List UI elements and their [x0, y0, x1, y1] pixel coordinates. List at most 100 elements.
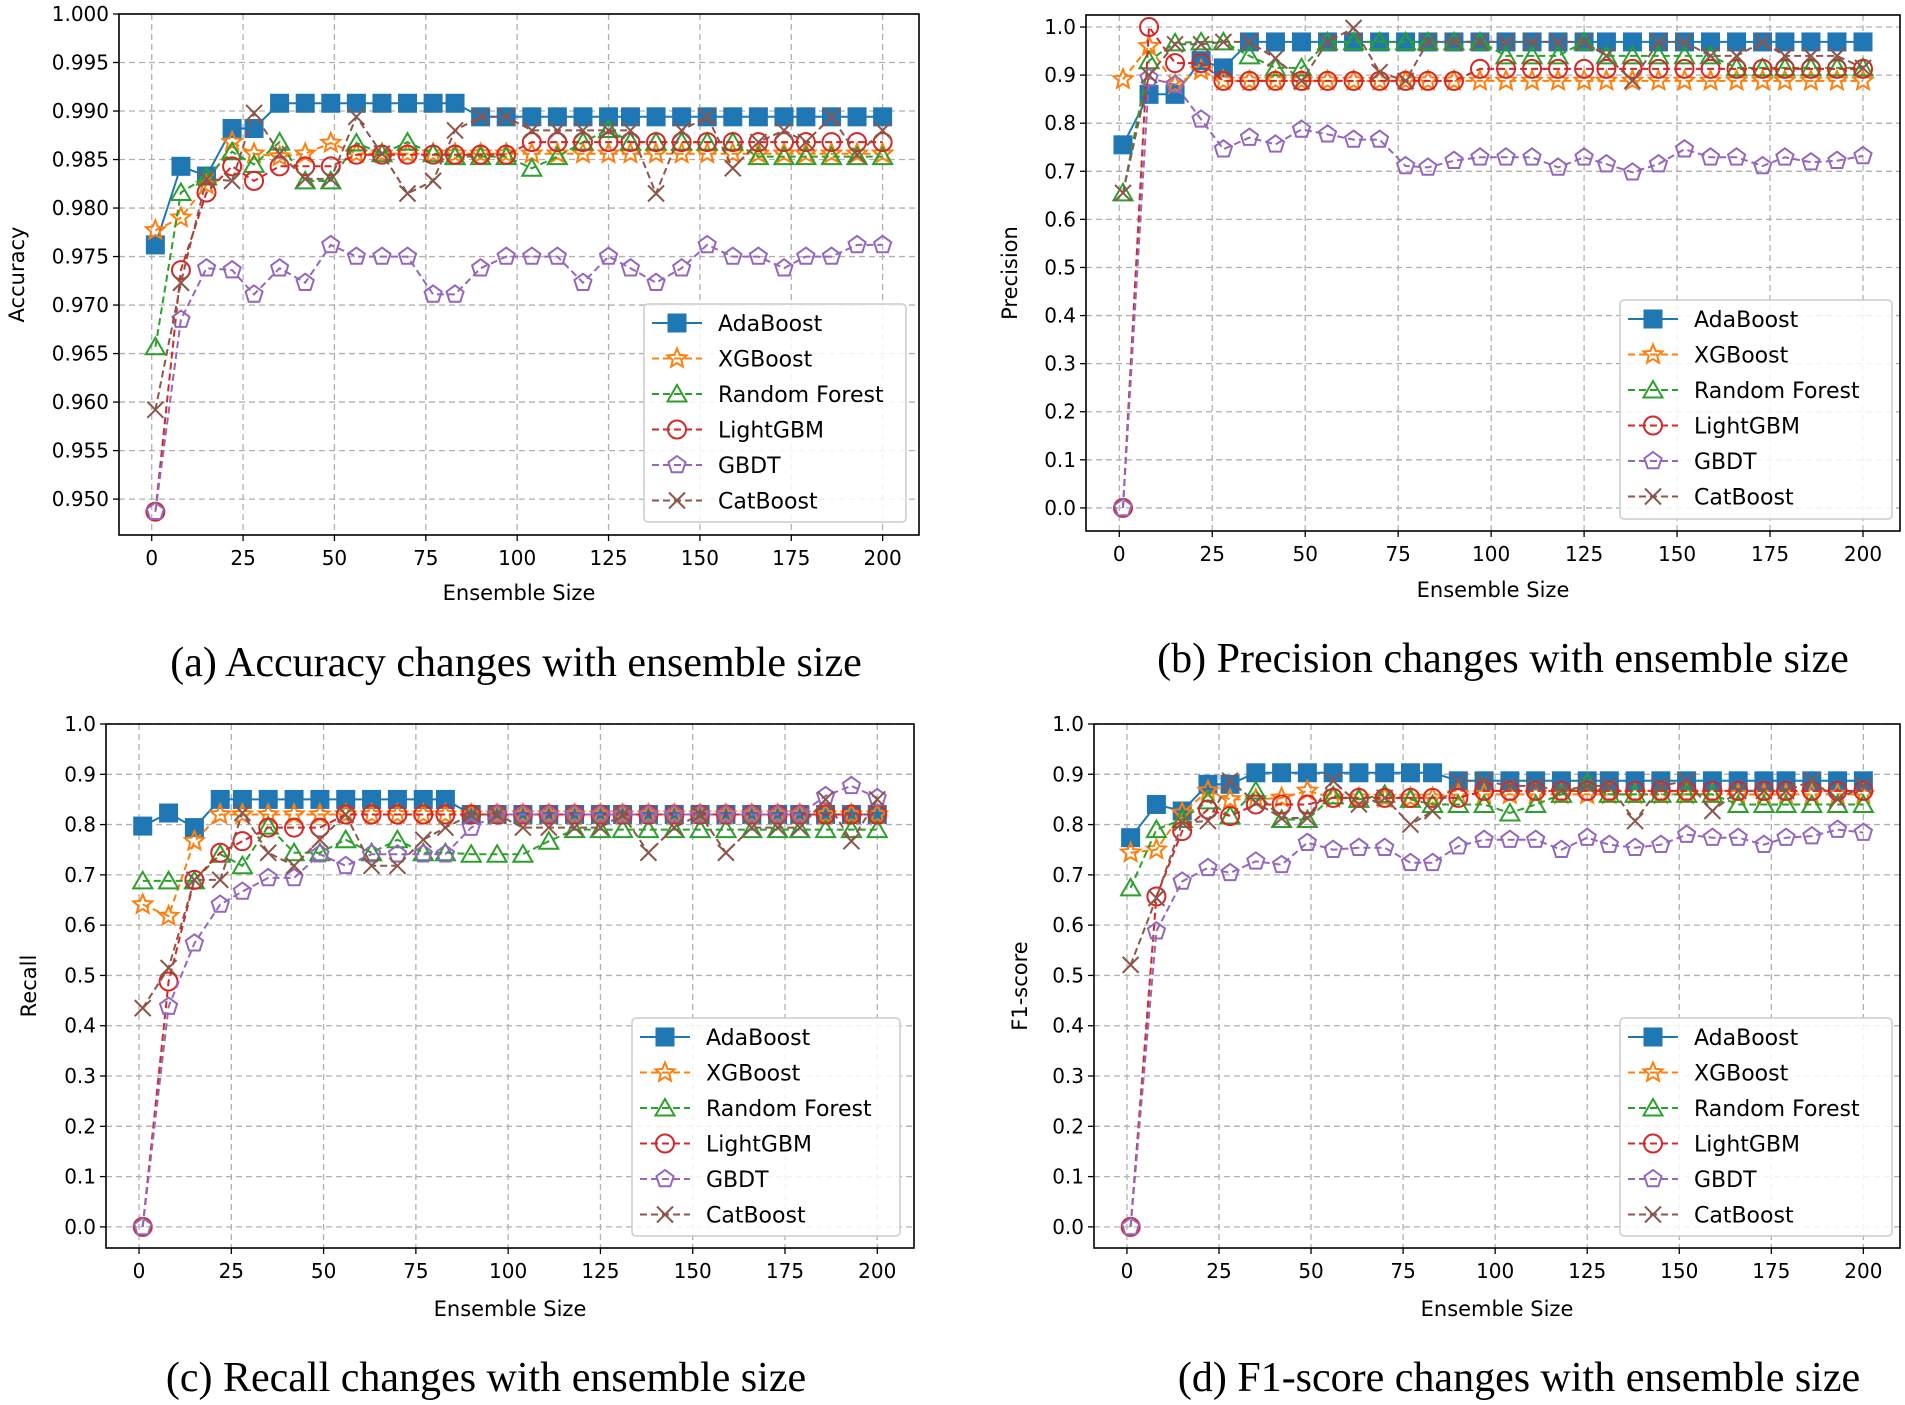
- legend-label: LightGBM: [1694, 1133, 1800, 1158]
- data-point: [471, 108, 490, 126]
- data-point: [1524, 793, 1547, 813]
- x-tick-label: 100: [489, 1259, 527, 1283]
- y-tick-label: 0.5: [1052, 963, 1084, 987]
- x-axis-label: Ensemble Size: [1421, 1297, 1574, 1321]
- data-point: [1775, 147, 1795, 166]
- x-tick-label: 75: [413, 546, 438, 570]
- y-tick-label: 0.0: [64, 1215, 96, 1239]
- x-stroke: [1247, 793, 1265, 812]
- data-point: [130, 891, 155, 915]
- data-point: [1572, 68, 1597, 92]
- data-point: [159, 803, 179, 823]
- x-stroke: [698, 108, 716, 126]
- data-point: [1472, 793, 1496, 813]
- legend-marker-icon: [653, 1059, 677, 1083]
- data-point: [1621, 44, 1644, 65]
- data-point: [1114, 184, 1132, 202]
- data-point: [1398, 785, 1423, 809]
- data-point: [1113, 497, 1133, 517]
- data-point: [1828, 790, 1847, 809]
- data-point: [1191, 109, 1211, 128]
- data-point: [285, 857, 303, 875]
- x-tick-label: 100: [1472, 542, 1510, 566]
- data-point: [1853, 145, 1873, 165]
- data-point: [1324, 772, 1342, 790]
- data-point: [1271, 794, 1292, 815]
- x-stroke: [414, 830, 432, 849]
- data-point: [867, 787, 887, 807]
- data-point: [1549, 33, 1567, 51]
- legend-label: AdaBoost: [1694, 308, 1799, 333]
- data-point: [256, 815, 280, 835]
- data-point: [423, 144, 444, 165]
- data-point: [1751, 56, 1774, 77]
- data-point: [413, 843, 433, 863]
- data-point: [1265, 134, 1286, 153]
- x-stroke: [1644, 1205, 1662, 1224]
- data-point: [1550, 783, 1573, 803]
- grid: [106, 723, 914, 1248]
- data-point: [548, 121, 567, 140]
- x-stroke: [1401, 815, 1420, 834]
- data-point: [1828, 47, 1846, 65]
- series-random-forest: [1111, 30, 1875, 202]
- legend-item: Random Forest: [1628, 378, 1860, 404]
- legend-item: AdaBoost: [1628, 308, 1799, 333]
- data-point: [1727, 47, 1746, 65]
- data-point: [1265, 32, 1285, 52]
- data-point: [790, 804, 810, 823]
- legend-item: Random Forest: [1628, 1096, 1860, 1122]
- x-stroke: [816, 790, 835, 809]
- x-stroke: [446, 121, 464, 140]
- legend-label: GBDT: [1694, 1168, 1757, 1193]
- data-point: [485, 843, 509, 863]
- y-tick-label: 0.6: [1052, 913, 1084, 937]
- data-point: [1548, 58, 1569, 79]
- data-point: [563, 818, 586, 839]
- data-point: [1418, 157, 1438, 176]
- data-point: [1121, 956, 1140, 974]
- data-point: [1196, 789, 1220, 810]
- data-point: [1111, 181, 1135, 202]
- data-point: [360, 841, 383, 862]
- data-point: [1474, 829, 1494, 848]
- data-point: [599, 107, 619, 127]
- x-tick-label: 175: [772, 546, 810, 570]
- data-point: [1289, 68, 1314, 92]
- data-point: [258, 867, 278, 887]
- data-point: [537, 830, 561, 850]
- x-stroke: [1370, 63, 1389, 81]
- data-point: [1396, 72, 1415, 90]
- data-point: [336, 855, 356, 875]
- data-point: [1220, 862, 1240, 882]
- x-stroke: [1324, 772, 1342, 790]
- data-point: [1726, 793, 1750, 813]
- data-point: [1775, 32, 1795, 52]
- x-stroke: [621, 121, 640, 140]
- y-tick-label: 0.8: [64, 813, 96, 837]
- data-point: [1416, 30, 1440, 51]
- axes-frame: [1093, 723, 1901, 1249]
- x-stroke: [1802, 47, 1820, 65]
- data-point: [309, 817, 330, 838]
- data-point: [723, 246, 743, 265]
- plot-area: [1118, 763, 1876, 1237]
- data-point: [1776, 47, 1794, 65]
- x-stroke: [868, 790, 886, 809]
- data-point: [1214, 33, 1233, 51]
- data-point: [1702, 827, 1723, 846]
- data-point: [1415, 68, 1440, 92]
- y-axis-label: Precision: [998, 226, 1022, 320]
- data-point: [774, 107, 794, 127]
- data-point: [371, 144, 392, 165]
- data-point: [690, 804, 710, 823]
- data-point: [1726, 147, 1747, 166]
- data-point: [182, 828, 207, 852]
- data-point: [814, 818, 837, 839]
- data-point: [840, 818, 863, 839]
- data-point: [1165, 53, 1186, 74]
- data-point: [1501, 777, 1519, 795]
- legend-label: LightGBM: [718, 419, 824, 444]
- data-point: [222, 156, 243, 177]
- data-point: [1470, 147, 1490, 166]
